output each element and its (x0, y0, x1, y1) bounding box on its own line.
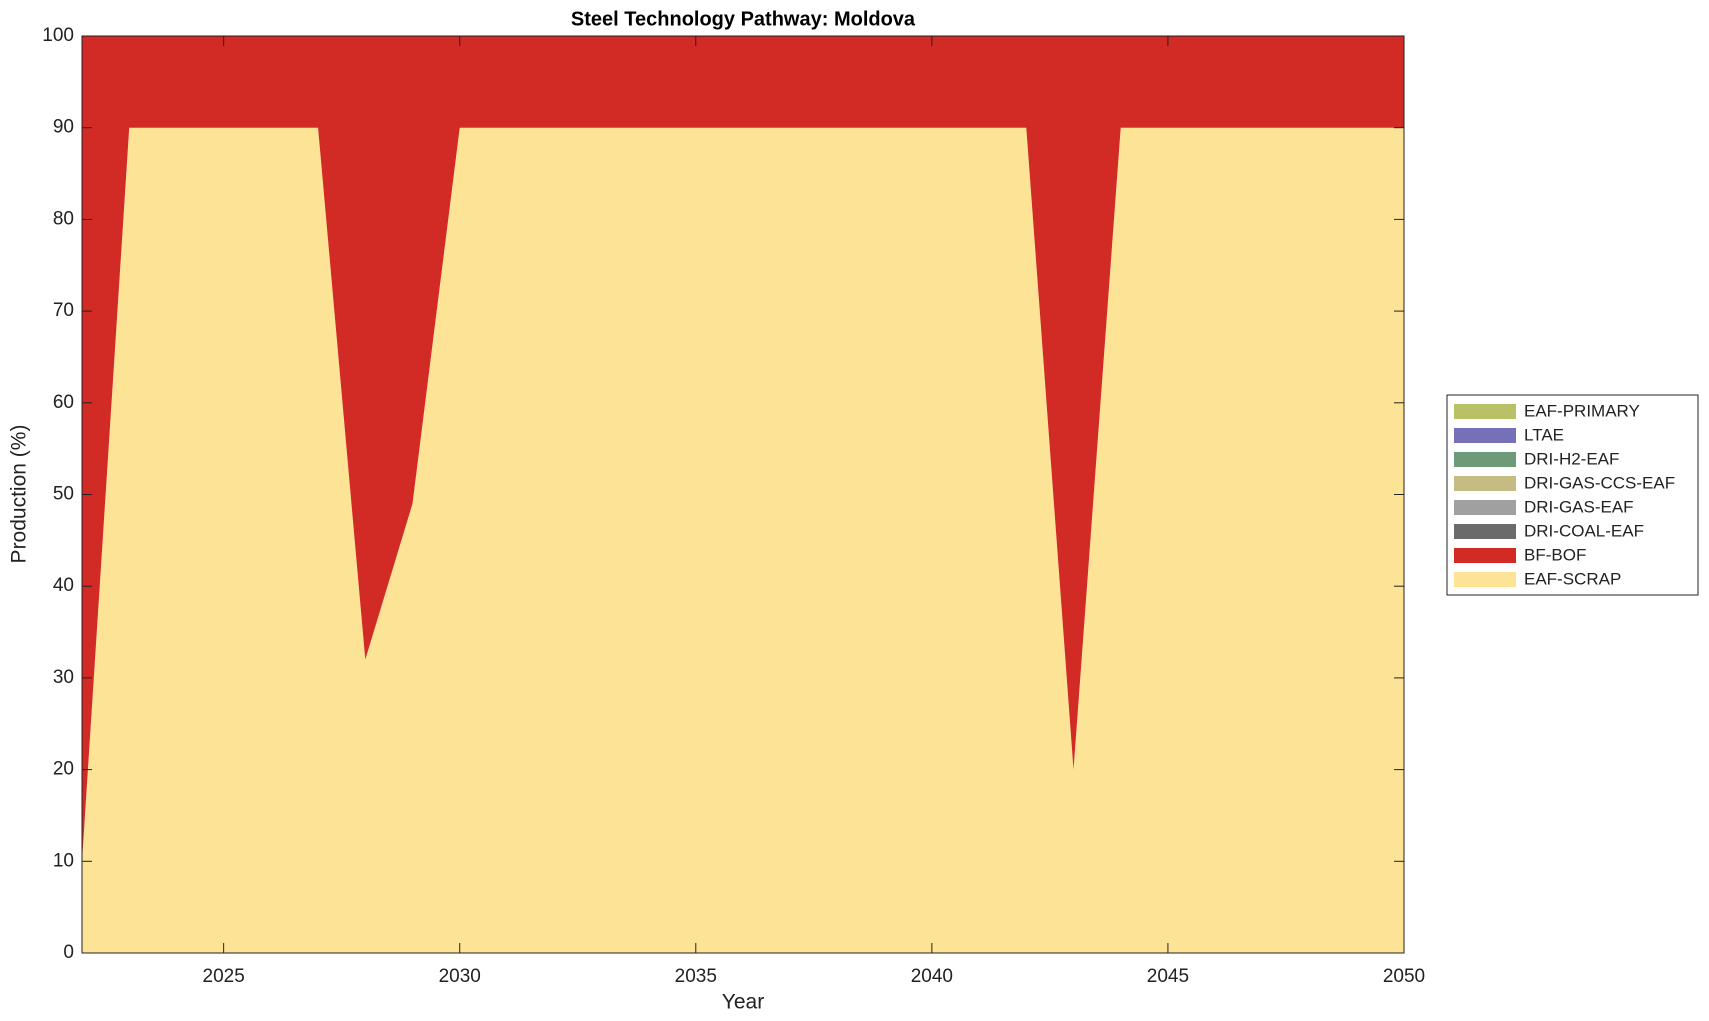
legend-label: BF-BOF (1524, 545, 1586, 564)
legend-swatch (1454, 404, 1516, 419)
y-tick-label: 30 (53, 667, 74, 688)
y-tick-label: 50 (53, 484, 74, 505)
y-tick-label: 0 (63, 942, 74, 963)
y-tick-label: 40 (53, 575, 74, 596)
x-tick-label: 2045 (1147, 966, 1189, 987)
area (82, 36, 1404, 862)
x-tick-label: 2040 (911, 966, 953, 987)
legend-swatch (1454, 500, 1516, 515)
y-tick-label: 100 (42, 25, 74, 46)
x-tick-label: 2050 (1383, 966, 1425, 987)
legend-label: EAF-PRIMARY (1524, 401, 1640, 420)
legend-box (1446, 394, 1699, 596)
x-tick-label: 2030 (439, 966, 481, 987)
legend-label: EAF-SCRAP (1524, 569, 1621, 588)
x-tick-label: 2025 (203, 966, 245, 987)
legend-label: DRI-COAL-EAF (1524, 521, 1644, 540)
y-tick-label: 10 (53, 850, 74, 871)
y-axis-label: Production (%) (8, 425, 31, 564)
legend-swatch (1454, 452, 1516, 467)
legend-swatch (1454, 548, 1516, 563)
legend-swatch (1454, 572, 1516, 587)
legend-label: LTAE (1524, 425, 1564, 444)
y-tick-label: 70 (53, 300, 74, 321)
legend-swatch (1454, 476, 1516, 491)
legend: EAF-PRIMARY LTAE DRI-H2-EAF DRI-GAS-CCS-EAF… (1446, 394, 1699, 596)
chart-title: Steel Technology Pathway: Moldova (571, 8, 916, 30)
x-axis-label: Year (722, 991, 764, 1014)
x-tick-label: 2035 (675, 966, 717, 987)
y-tick-label: 80 (53, 208, 74, 229)
legend-swatch (1454, 524, 1516, 539)
legend-swatch (1454, 428, 1516, 443)
legend-label: DRI-GAS-CCS-EAF (1524, 473, 1675, 492)
y-tick-label: 60 (53, 392, 74, 413)
legend-label: DRI-GAS-EAF (1524, 497, 1634, 516)
y-tick-label: 90 (53, 117, 74, 138)
plot-areas (82, 36, 1404, 953)
legend-label: DRI-H2-EAF (1524, 449, 1619, 468)
area (82, 127, 1404, 953)
y-tick-label: 20 (53, 759, 74, 780)
